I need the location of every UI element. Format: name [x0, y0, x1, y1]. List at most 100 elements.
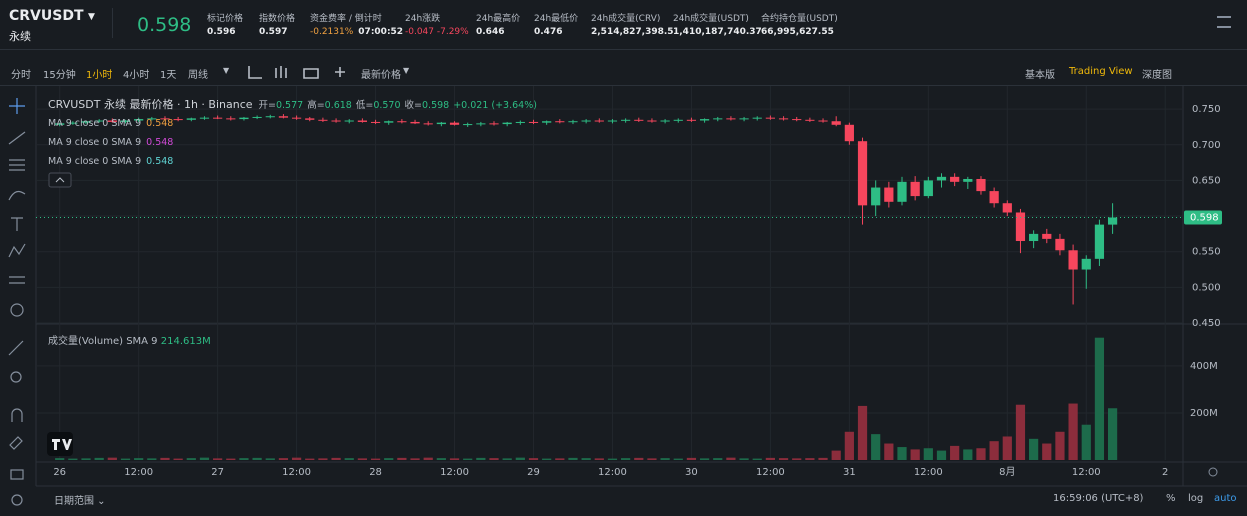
scale-option[interactable]: auto — [1214, 493, 1237, 504]
interval-tab[interactable]: 1小时 — [86, 70, 113, 81]
interval-tab[interactable]: 周线 — [188, 70, 208, 81]
stat-value-part: 07:00:52 — [358, 27, 404, 37]
volume-bar — [884, 443, 894, 460]
stat-label: 24h最低价 — [534, 14, 579, 24]
volume-bar — [739, 458, 749, 460]
volume-bar — [1107, 408, 1118, 460]
candle-body — [542, 121, 552, 123]
volume-bar — [55, 458, 65, 460]
x-tick-label: 31 — [843, 467, 856, 478]
volume-bar — [1055, 431, 1065, 460]
stat-value: 66,995,627.55 — [761, 27, 839, 37]
candle-body — [107, 120, 117, 122]
grid: 0.4500.5000.5500.6000.6500.7000.750200M4… — [36, 86, 1221, 478]
icon-glyph — [248, 66, 262, 79]
candle-body — [818, 120, 828, 122]
collapse-button[interactable] — [48, 172, 72, 188]
icon-glyph — [335, 67, 345, 77]
x-tick-label: 8月 — [999, 466, 1015, 478]
stat-value: 0.476 — [534, 27, 567, 37]
candle-body — [778, 118, 789, 120]
candle-body — [831, 121, 841, 125]
chart-legend: CRVUSDT 永续 最新价格 · 1h · Binance 开=0.577 高=0… — [48, 96, 537, 112]
volume-bar — [278, 458, 289, 460]
legend-ohlc-label: 高= — [307, 100, 325, 111]
volume-bar — [660, 458, 670, 460]
volume-bar — [81, 458, 91, 460]
candle-body — [344, 120, 354, 122]
indicator-label: MA 9 close 0 SMA 9 — [48, 156, 142, 167]
stat-value-part: 0.646 — [476, 27, 505, 37]
settings-icon[interactable] — [1217, 16, 1231, 28]
scale-option[interactable]: % — [1166, 493, 1176, 504]
candle-body — [686, 119, 697, 121]
candle-body — [370, 121, 381, 123]
volume-bar — [476, 457, 486, 460]
stat-label: 24h最高价 — [476, 14, 521, 24]
volume-bar — [515, 457, 525, 460]
candle-body — [476, 123, 486, 125]
volume-bar — [94, 457, 104, 460]
candle-body — [1055, 238, 1065, 251]
volume-bar — [568, 457, 578, 460]
volume-bar — [686, 457, 697, 460]
price-type-dropdown: ▼ — [403, 66, 410, 75]
y2-tick-label: 200M — [1190, 408, 1218, 419]
scale-option[interactable]: log — [1188, 493, 1204, 504]
candle-body — [1094, 224, 1105, 259]
drawing-tools[interactable] — [8, 98, 26, 506]
candle-body — [805, 119, 815, 121]
view-tab[interactable]: 深度图 — [1142, 70, 1172, 81]
candle-body — [55, 123, 65, 125]
view-tab[interactable]: Trading View — [1069, 66, 1133, 77]
indicator-label: MA 9 close 0 SMA 9 — [48, 118, 142, 129]
candle-body — [436, 122, 446, 125]
candle-body — [199, 117, 210, 119]
stat-value-part: 0.596 — [207, 27, 236, 37]
candle-body — [1002, 203, 1012, 213]
volume-bar — [831, 450, 841, 460]
stat-label: 资金费率 / 倒计时 — [310, 14, 382, 24]
indicator: MA 9 close 0 SMA 9 0.548 — [48, 118, 173, 129]
interval-tab[interactable]: 1天 — [160, 70, 177, 81]
volume-bar — [68, 458, 78, 460]
volume-bar — [436, 458, 446, 460]
stat-label: 24h成交量(CRV) — [591, 14, 661, 24]
volume-bar — [699, 458, 710, 460]
price-type[interactable]: 最新价格 — [361, 70, 401, 81]
volume-bar — [370, 458, 381, 460]
legend-title: CRVUSDT 永续 最新价格 · 1h · Binance — [48, 98, 253, 111]
drawing-toolbar — [0, 86, 36, 486]
symbol[interactable]: CRVUSDT — [9, 8, 84, 24]
volume-bar — [1068, 403, 1078, 460]
symbol-dropdown[interactable]: ▼ — [88, 12, 95, 22]
interval-tab[interactable]: 15分钟 — [43, 70, 76, 81]
legend-ohlc-label: 低= — [355, 100, 374, 111]
interval-tab[interactable]: 分时 — [11, 70, 31, 81]
candle-body — [857, 141, 868, 206]
indicator-value: 0.548 — [146, 137, 174, 148]
interval-tab[interactable]: 4小时 — [123, 70, 150, 81]
volume-bar — [410, 458, 420, 460]
candle-body — [252, 116, 262, 118]
x-tick-label: 12:00 — [124, 467, 153, 478]
volume-bar — [1015, 404, 1026, 460]
date-range[interactable]: 日期范围 ⌄ — [54, 496, 106, 507]
stat-value: 1,410,187,740.37 — [673, 27, 767, 37]
view-tab[interactable]: 基本版 — [1025, 70, 1055, 81]
candle-body — [792, 119, 802, 121]
volume-bar — [1042, 443, 1052, 460]
axis-settings[interactable] — [1208, 467, 1218, 477]
legend-ohlc-value: 0.618 — [324, 100, 352, 111]
legend-change: +0.021 (+3.64%) — [453, 100, 537, 111]
candle-body — [936, 176, 947, 181]
volume-bar — [857, 405, 868, 460]
stat-value: 0.597 — [259, 27, 292, 37]
stat-value: -0.047 -7.29% — [405, 27, 474, 37]
candle-body — [81, 121, 91, 123]
volume-bar — [120, 458, 131, 460]
volume-sma: SMA 9 — [126, 336, 158, 347]
volume-bar — [265, 458, 275, 460]
volume-bar — [871, 434, 881, 460]
volume-bar — [910, 449, 920, 460]
